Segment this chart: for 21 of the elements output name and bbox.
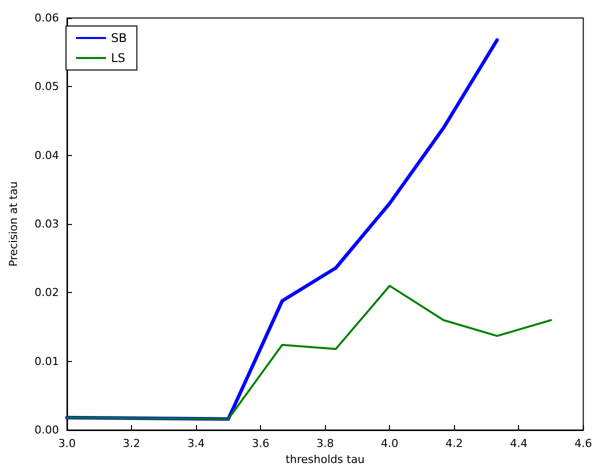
- x-tick-label: 4.4: [510, 437, 528, 450]
- y-tick-label: 0.00: [34, 424, 59, 436]
- x-tick-label: 3.8: [316, 437, 334, 450]
- x-tick-label: 3.4: [187, 437, 205, 450]
- x-tick-label: 3.6: [252, 437, 270, 450]
- y-tick-label: 0.03: [34, 218, 59, 230]
- x-axis-title: thresholds tau: [286, 452, 365, 466]
- y-tick-label: 0.05: [34, 80, 59, 94]
- y-axis-title: Precision at tau: [7, 181, 20, 267]
- line-series: [66, 284, 552, 420]
- y-tick-label: 0.01: [34, 354, 59, 368]
- legend-label: SB: [111, 31, 127, 45]
- x-tick-label: 4.6: [574, 437, 592, 450]
- legend-label: LS: [111, 51, 126, 65]
- y-tick-label: 0.02: [34, 286, 59, 300]
- x-tick-label: 4.0: [380, 437, 398, 450]
- y-tick-label: 0.04: [34, 148, 59, 162]
- x-tick-label: 4.2: [445, 437, 463, 450]
- x-tick-label: 3.2: [122, 437, 140, 450]
- y-tick-label: 0.06: [34, 12, 59, 24]
- x-tick-label: 3.0: [58, 437, 76, 450]
